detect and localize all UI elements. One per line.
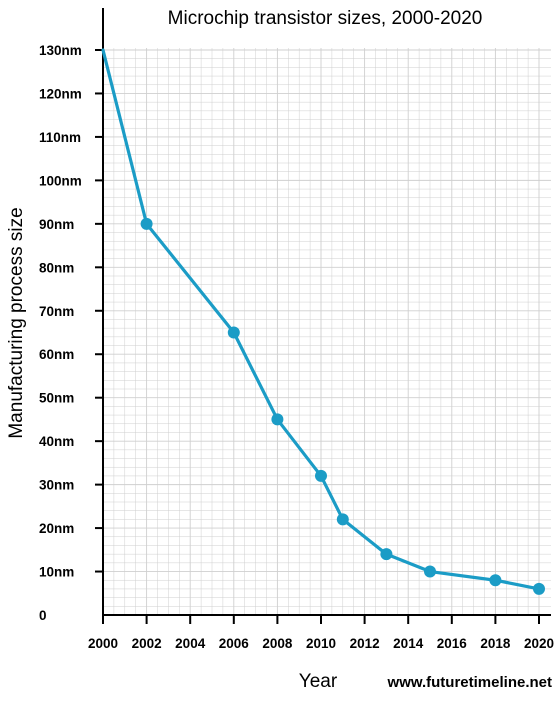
- data-point: [227, 326, 240, 339]
- x-tick-label: 2002: [132, 636, 162, 651]
- y-tick-label: 70nm: [39, 304, 74, 319]
- y-tick-label: 110nm: [39, 130, 81, 145]
- y-tick-label: 10nm: [39, 565, 74, 580]
- x-tick-labels: 2000 2002 2004 2006 2008 2010 2012 2014 2016 2018…: [88, 636, 554, 651]
- data-point: [380, 548, 393, 561]
- data-point: [533, 582, 545, 595]
- x-tick-label: 2018: [480, 636, 511, 651]
- y-axis-label: Manufacturing process size: [6, 207, 27, 438]
- y-tick-label: 20nm: [39, 521, 74, 536]
- x-tick-label: 2014: [393, 636, 424, 651]
- y-tick-label: 120nm: [39, 86, 82, 101]
- x-tick-label: 2008: [262, 636, 293, 651]
- y-tick-label: 40nm: [39, 434, 74, 449]
- y-tick-label: 60nm: [39, 347, 74, 362]
- source-credit: www.futuretimeline.net: [387, 674, 552, 691]
- y-tick-label: 100nm: [39, 173, 82, 188]
- x-tick-label: 2010: [306, 636, 336, 651]
- y-tick-label: 130nm: [39, 43, 82, 58]
- x-tick-label: 2000: [88, 636, 118, 651]
- data-point: [315, 469, 327, 482]
- series-group: [101, 48, 545, 595]
- y-tick-labels: 0 10nm 20nm 30nm 40nm 50nm 60nm 70nm 80nm 90nm 100…: [39, 43, 82, 623]
- data-point: [336, 513, 349, 526]
- x-axis-label: Year: [299, 671, 338, 692]
- x-tick-label: 2016: [437, 636, 468, 651]
- x-tick-label: 2020: [524, 636, 554, 651]
- data-point: [140, 217, 153, 230]
- major-gridlines: [102, 48, 551, 616]
- y-tick-label: 30nm: [39, 478, 74, 493]
- x-tick-label: 2012: [350, 636, 380, 651]
- data-point: [489, 574, 502, 587]
- data-point: [271, 413, 284, 426]
- x-tick-label: 2004: [175, 636, 206, 651]
- y-tick-label: 90nm: [39, 217, 74, 232]
- data-point: [424, 565, 436, 578]
- axes: [102, 8, 551, 617]
- minor-gridlines: [103, 48, 551, 615]
- y-tick-label: 80nm: [39, 260, 74, 275]
- y-tick-label: 0: [39, 608, 47, 623]
- x-tick-label: 2006: [219, 636, 250, 651]
- chart-title: Microchip transistor sizes, 2000-2020: [168, 8, 483, 29]
- tick-marks: [95, 49, 540, 624]
- y-tick-label: 50nm: [39, 391, 74, 406]
- series-line: [101, 48, 541, 591]
